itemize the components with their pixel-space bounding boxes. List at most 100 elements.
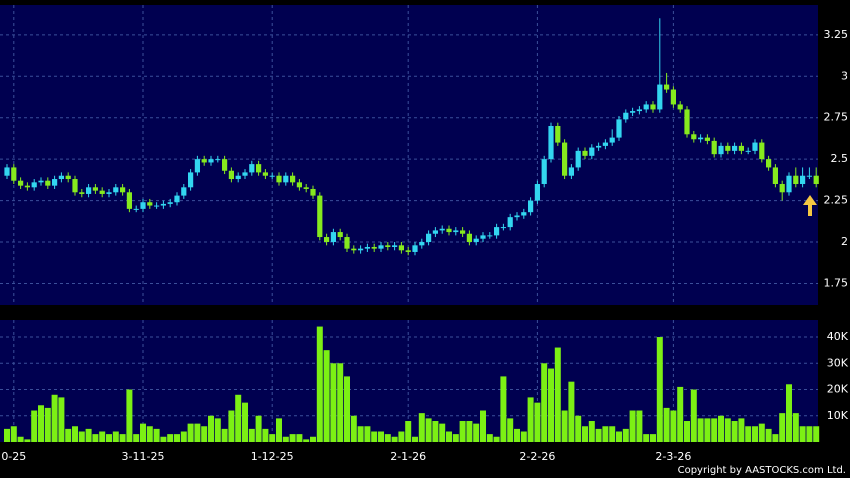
volume-bar [78, 431, 85, 442]
candle-body [575, 150, 581, 168]
candle-body [228, 170, 234, 180]
candle-body [650, 104, 656, 110]
volume-bar [724, 418, 731, 442]
candle-body [691, 134, 697, 140]
candle-body [194, 159, 200, 173]
volume-bar [813, 426, 820, 442]
volume-bar [126, 389, 133, 442]
candle-body [133, 208, 139, 210]
candle-body [745, 150, 751, 152]
candle-body [670, 89, 676, 105]
x-tick-label: 2-3-26 [655, 450, 691, 463]
volume-bar [663, 407, 670, 442]
volume-bar [765, 428, 772, 442]
volume-bar [4, 428, 10, 442]
candle-body [643, 104, 649, 110]
volume-bar [133, 434, 140, 442]
x-tick-label: 0-25 [1, 450, 26, 463]
volume-bar [330, 363, 337, 442]
x-tick-label: 2-1-26 [390, 450, 426, 463]
candle-body [385, 245, 391, 247]
volume-bar [514, 428, 520, 442]
candle-body [201, 159, 207, 163]
volume-bar [792, 413, 799, 442]
volume-bar [466, 421, 473, 442]
volume-bar [31, 410, 38, 442]
candle-body [215, 159, 221, 161]
candle-body [398, 245, 404, 251]
candle-body [86, 187, 92, 194]
candle-body [181, 187, 187, 196]
candle-body [759, 142, 765, 160]
y-tick-label: 3 [841, 69, 848, 82]
volume-bar [92, 434, 99, 442]
candle-body [351, 248, 357, 251]
candle-body [106, 192, 112, 194]
candle-body [602, 142, 608, 146]
volume-bar [459, 421, 466, 442]
volume-bar [758, 423, 765, 442]
y-tick-label: 2.5 [831, 152, 849, 165]
candle-body [446, 228, 452, 233]
volume-bar [452, 434, 459, 442]
candle-body [432, 230, 438, 234]
candle-body [698, 137, 704, 140]
candle-body [466, 233, 472, 243]
volume-bar [779, 413, 786, 442]
candle-body [283, 175, 289, 183]
candle-body [813, 175, 819, 185]
candle-body [630, 111, 636, 113]
candle-body [636, 109, 642, 112]
volume-bar [112, 431, 119, 442]
candle-body [473, 238, 479, 243]
candle-body [514, 215, 520, 218]
volume-bar [214, 418, 221, 442]
volume-bar [140, 423, 146, 442]
candle-body [208, 159, 214, 163]
volume-bar [656, 337, 663, 442]
volume-bar [187, 423, 194, 442]
volume-bar [643, 434, 650, 442]
volume-bar [17, 436, 24, 442]
candle-body [317, 195, 323, 238]
volume-bar [507, 418, 514, 442]
candle-body [58, 175, 64, 180]
y-tick-label: 40K [827, 330, 849, 343]
copyright: Copyright by AASTOCKS.com Ltd. [678, 465, 846, 476]
volume-bar [201, 426, 208, 442]
candle-body [45, 180, 51, 186]
volume-bar [616, 431, 622, 442]
volume-bar [262, 428, 269, 442]
candle-body [806, 175, 812, 177]
y-tick-label: 2.75 [824, 111, 849, 124]
candle-body [38, 180, 44, 183]
candle-body [779, 184, 785, 193]
candle-body [589, 147, 595, 156]
candle-body [120, 187, 126, 193]
candle-body [140, 202, 146, 209]
candle-body [371, 246, 377, 249]
candle-body [154, 205, 160, 207]
volume-bar [432, 421, 439, 442]
y-tick-label: 10K [827, 409, 849, 422]
candle-body [79, 192, 85, 194]
candle-body [684, 109, 690, 135]
candle-body [330, 232, 336, 243]
last-price-arrow [803, 195, 817, 216]
candle-body [147, 202, 153, 206]
candle-body [711, 140, 717, 155]
volume-bar [398, 431, 405, 442]
volume-bar [106, 434, 112, 442]
candle-body [303, 187, 309, 189]
candle-body [419, 242, 425, 246]
candle-body [480, 235, 486, 239]
volume-bar [58, 397, 65, 442]
volume-bar [194, 423, 201, 442]
volume-bar [208, 415, 214, 442]
volume-bar [153, 428, 160, 442]
volume-bar [24, 439, 31, 442]
volume-bar [146, 426, 153, 442]
volume-bar [704, 418, 711, 442]
volume-bar [85, 428, 92, 442]
candle-body [24, 185, 30, 188]
